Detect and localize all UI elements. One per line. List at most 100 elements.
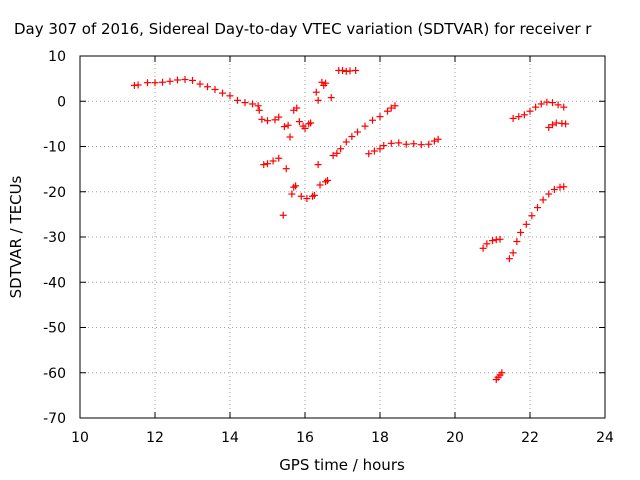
data-point (545, 123, 553, 131)
data-point (369, 116, 376, 124)
y-tick-label: -70 (43, 411, 66, 427)
grid-lines (80, 56, 605, 418)
data-point (352, 66, 360, 74)
data-point (255, 106, 263, 114)
x-tick-label: 10 (71, 430, 89, 446)
data-point (181, 76, 189, 84)
data-point (483, 240, 491, 248)
data-point (402, 140, 410, 148)
data-point (297, 192, 305, 200)
data-point (520, 111, 528, 119)
data-point (310, 191, 318, 199)
data-point (174, 76, 181, 84)
data-point (293, 104, 301, 112)
data-point (496, 235, 504, 243)
y-tick-label: 0 (57, 94, 66, 110)
data-point (354, 128, 361, 136)
data-point (312, 88, 320, 96)
data-point (275, 154, 283, 162)
x-tick-label: 16 (296, 430, 314, 446)
data-point (301, 124, 309, 132)
data-point (324, 176, 331, 184)
data-point (303, 195, 311, 203)
data-point (549, 99, 556, 107)
x-tick-label: 24 (596, 430, 614, 446)
y-tick-labels: 10 0 -10 -20 -30 -40 -50 -60 -70 (43, 49, 66, 427)
data-point (489, 237, 496, 245)
data-point (249, 100, 256, 108)
data-point (339, 66, 346, 74)
y-tick-label: -20 (43, 185, 66, 201)
data-point (166, 77, 174, 85)
data-points (130, 66, 570, 384)
data-point (534, 204, 541, 212)
data-point (333, 149, 341, 157)
data-point (284, 121, 292, 129)
x-axis-label: GPS time / hours (279, 456, 405, 474)
data-point (264, 160, 271, 168)
data-point (410, 140, 418, 148)
data-point (434, 135, 442, 143)
data-point (498, 369, 506, 377)
data-point (537, 100, 545, 108)
data-point (532, 103, 540, 111)
data-point (327, 94, 335, 102)
data-point (522, 220, 530, 228)
data-point (279, 211, 287, 219)
data-point (549, 121, 556, 129)
data-point (211, 85, 219, 93)
data-point (515, 113, 523, 121)
data-point (322, 79, 330, 87)
data-point (554, 101, 562, 109)
data-point (275, 113, 283, 121)
data-point (134, 81, 142, 89)
data-point (151, 79, 159, 87)
data-point (254, 102, 262, 110)
data-point (286, 133, 294, 141)
data-point (226, 92, 234, 100)
data-point (517, 228, 525, 236)
x-tick-label: 14 (221, 430, 239, 446)
data-point (314, 96, 322, 104)
data-point (258, 115, 266, 123)
data-point (159, 78, 166, 86)
data-point (509, 114, 517, 122)
data-point (417, 141, 425, 149)
data-point (505, 255, 513, 263)
data-point (219, 89, 226, 97)
x-tick-label: 20 (446, 430, 464, 446)
data-point (269, 157, 277, 165)
data-point (550, 185, 558, 193)
y-axis-label: SDTVAR / TECUs (7, 175, 25, 298)
data-point (562, 120, 570, 128)
data-point (189, 76, 196, 84)
data-point (307, 119, 315, 127)
data-point (234, 96, 241, 104)
data-point (329, 152, 337, 160)
data-point (391, 102, 399, 110)
chart-title: Day 307 of 2016, Sidereal Day-to-day VTE… (14, 20, 592, 38)
data-point (513, 238, 521, 246)
data-point (526, 107, 534, 115)
data-point (430, 137, 438, 145)
x-tick-label: 18 (371, 430, 389, 446)
data-point (292, 182, 300, 190)
data-point (196, 80, 204, 88)
data-point (376, 145, 384, 153)
data-point (280, 123, 288, 131)
data-point (545, 190, 553, 198)
data-point (316, 181, 324, 189)
data-point (241, 99, 249, 107)
x-tick-label: 22 (521, 430, 539, 446)
data-point (560, 103, 568, 111)
data-point (314, 161, 322, 169)
data-point (380, 142, 388, 150)
data-point (361, 122, 369, 130)
axis-ticks (79, 55, 606, 419)
y-tick-label: -40 (43, 275, 66, 291)
data-point (425, 140, 433, 148)
data-point (365, 150, 373, 158)
data-point (560, 183, 568, 191)
y-tick-label: -10 (43, 140, 66, 156)
